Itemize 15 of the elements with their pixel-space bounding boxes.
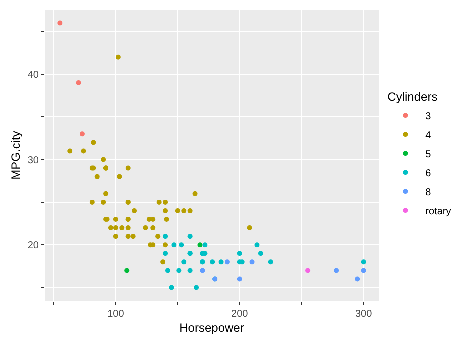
legend-label: 3	[426, 112, 432, 122]
legend-label: rotary	[426, 206, 452, 218]
y-tick-label: 20	[28, 240, 40, 252]
legend-title: Cylinders	[388, 90, 438, 104]
y-tick-label: 40	[28, 70, 40, 81]
legend-label: 5	[426, 150, 432, 160]
y-tick-label: 30	[28, 155, 40, 166]
legend-label: 8	[426, 188, 432, 198]
x-tick-label: 200	[232, 309, 249, 320]
x-tick-label: 300	[355, 309, 373, 320]
x-tick-label: 100	[108, 309, 125, 320]
x-axis-title: Horsepower	[180, 320, 244, 335]
y-axis-title: MPG.city	[9, 131, 24, 180]
legend-label: 6	[426, 168, 432, 180]
legend-label: 4	[426, 130, 432, 142]
